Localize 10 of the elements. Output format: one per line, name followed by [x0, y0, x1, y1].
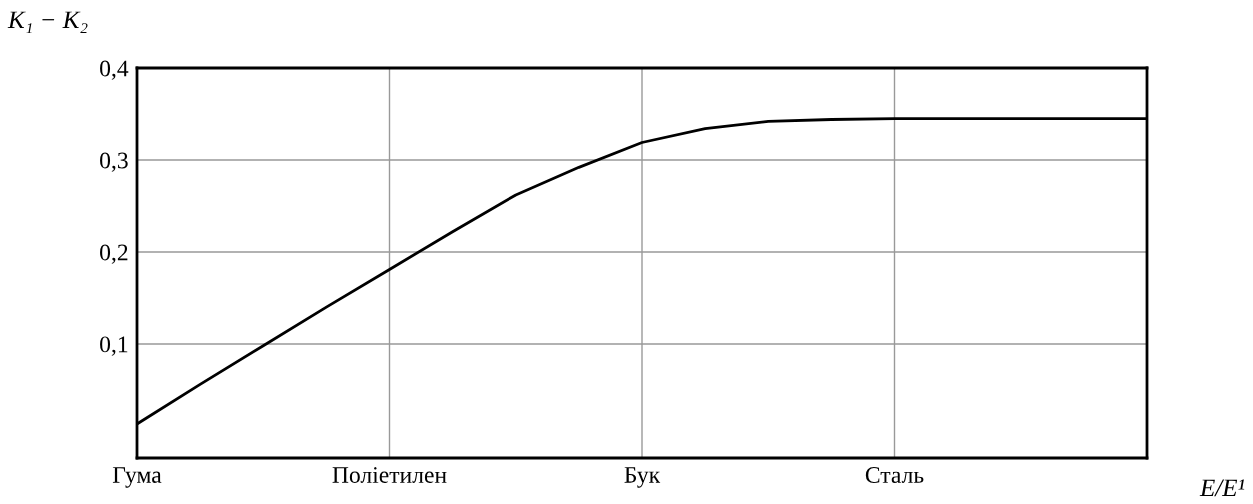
y-tick-label: 0,4 [100, 60, 129, 80]
x-tick-label: Гума [112, 467, 162, 488]
x-tick-label: Бук [624, 467, 661, 488]
y-axis-title: K₁ − K₂ [7, 11, 88, 34]
x-tick-label: Поліетилен [332, 467, 447, 483]
y-tick-label: 0,2 [100, 244, 128, 264]
x-tick-label: Сталь [865, 467, 924, 483]
y-tick-label: 0,3 [100, 152, 128, 172]
y-tick-label: 0,1 [100, 336, 128, 356]
x-axis-title: E/E¹ [1199, 479, 1245, 497]
